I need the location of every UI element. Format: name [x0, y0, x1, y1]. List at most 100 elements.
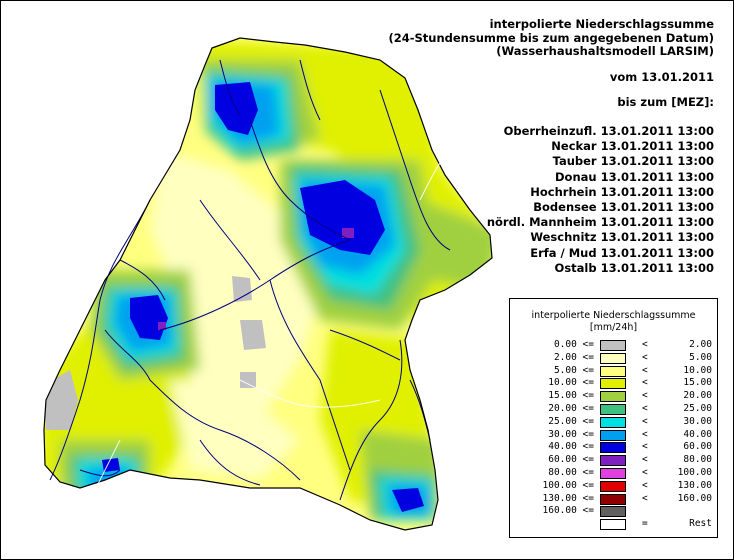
- legend-swatch: [600, 519, 626, 531]
- legend-operator: <: [642, 467, 648, 478]
- legend-operator: <: [642, 479, 648, 491]
- legend-swatch: [600, 352, 626, 364]
- legend-lower-bound: 80.00 <=: [548, 467, 594, 478]
- region-datetime: 13.01.2011 13:00: [600, 260, 714, 275]
- legend-operator: <: [642, 441, 648, 453]
- legend-operator: <: [642, 364, 648, 376]
- until-line: bis zum [MEZ]:: [617, 95, 714, 109]
- legend: interpolierte Niederschlagssumme [mm/24h…: [509, 298, 718, 538]
- region-row: Weschnitz 13.01.2011 13:00: [487, 230, 714, 245]
- legend-lower-bound: 0.00 <=: [553, 339, 594, 350]
- legend-lower-bound: 10.00 <=: [548, 377, 594, 389]
- legend-swatch: [600, 429, 626, 441]
- region-name: Weschnitz: [530, 230, 597, 245]
- legend-row: 2.00 <= <5.00: [510, 352, 717, 365]
- legend-swatch: [600, 365, 626, 377]
- region-row: Erfa / Mud 13.01.2011 13:00: [487, 246, 714, 261]
- region-name: nördl. Mannheim: [486, 215, 597, 230]
- legend-row: 80.00 <= <100.00: [510, 467, 717, 480]
- region-datetime: 13.01.2011 13:00: [600, 215, 714, 230]
- region-datetime: 13.01.2011 13:00: [600, 245, 714, 260]
- title-line-2: (24-Stundensumme bis zum angegebenen Dat…: [388, 30, 714, 45]
- legend-operator: <: [642, 339, 648, 350]
- region-name: Tauber: [552, 154, 597, 169]
- region-row: Neckar 13.01.2011 13:00: [487, 139, 714, 154]
- region-row: nördl. Mannheim 13.01.2011 13:00: [487, 215, 714, 230]
- legend-lower-bound: 25.00 <=: [548, 415, 594, 427]
- legend-operator: <: [642, 403, 648, 414]
- legend-row: 100.00 <= <130.00: [510, 480, 717, 493]
- legend-upper-bound: 80.00: [683, 454, 712, 466]
- legend-operator: <: [642, 390, 648, 402]
- region-name: Neckar: [551, 139, 597, 154]
- region-datetime: 13.01.2011 13:00: [600, 200, 714, 215]
- legend-upper-bound: 5.00: [689, 351, 712, 363]
- region-name: Oberrheinzufl.: [503, 124, 597, 138]
- legend-swatch: [600, 378, 626, 390]
- legend-operator: <: [642, 351, 648, 363]
- region-name: Donau: [555, 169, 597, 184]
- legend-row: 130.00 <= <160.00: [510, 493, 717, 506]
- legend-row: 20.00 <= <25.00: [510, 403, 717, 416]
- legend-upper-bound: 60.00: [683, 441, 712, 453]
- legend-lower-bound: 60.00 <=: [548, 454, 594, 466]
- legend-lower-bound: 40.00 <=: [548, 441, 594, 453]
- legend-lower-bound: 5.00 <=: [553, 364, 594, 376]
- legend-swatch: [600, 506, 626, 518]
- legend-lower-bound: 30.00 <=: [548, 428, 594, 440]
- legend-upper-bound: 100.00: [677, 467, 712, 478]
- legend-swatch: [600, 442, 626, 454]
- region-datetime: 13.01.2011 13:00: [600, 139, 714, 154]
- legend-row: 40.00 <= <60.00: [510, 441, 717, 454]
- basin-boundaries: [89, 149, 451, 501]
- legend-lower-bound: 100.00 <=: [542, 479, 594, 491]
- map-header: interpolierte Niederschlagssumme (24-Stu…: [388, 17, 714, 110]
- legend-operator: <: [642, 492, 648, 504]
- legend-swatch: [600, 416, 626, 428]
- region-datetime: 13.01.2011 13:00: [600, 230, 714, 245]
- region-row: Ostalb 13.01.2011 13:00: [487, 261, 714, 276]
- legend-row: 5.00 <= <10.00: [510, 365, 717, 378]
- legend-operator: =: [642, 518, 648, 530]
- legend-upper-bound: 10.00: [683, 364, 712, 376]
- legend-swatch: [600, 404, 626, 415]
- date-line: vom 13.01.2011: [609, 69, 714, 84]
- legend-unit: [mm/24h]: [589, 322, 638, 333]
- region-datetime: 13.01.2011 13:00: [600, 154, 714, 169]
- legend-operator: <: [642, 415, 648, 427]
- region-datetime: 13.01.2011 13:00: [600, 169, 714, 184]
- region-name: Hochrhein: [530, 184, 597, 199]
- legend-swatch: [600, 340, 626, 351]
- legend-operator: <: [642, 428, 648, 440]
- legend-row: 15.00 <= <20.00: [510, 390, 717, 403]
- region-row: Bodensee 13.01.2011 13:00: [487, 200, 714, 215]
- legend-upper-bound: 130.00: [677, 479, 712, 491]
- legend-lower-bound: 130.00 <=: [542, 492, 594, 504]
- state-border: [43, 37, 493, 531]
- legend-swatch: [600, 455, 626, 467]
- region-name: Erfa / Mud: [530, 245, 597, 260]
- legend-swatch: [600, 391, 626, 403]
- legend-row: 10.00 <= <15.00: [510, 377, 717, 390]
- legend-upper-bound: Rest: [689, 518, 712, 530]
- region-timestamps: Oberrheinzufl. 13.01.2011 13:00 Neckar 13…: [487, 124, 714, 276]
- legend-swatch: [600, 468, 626, 479]
- region-name: Bodensee: [533, 200, 597, 215]
- legend-row: 30.00 <= <40.00: [510, 429, 717, 442]
- legend-title-text: interpolierte Niederschlagssumme: [531, 310, 696, 321]
- legend-row: 0.00 <= <2.00: [510, 339, 717, 352]
- region-row: Oberrheinzufl. 13.01.2011 13:00: [487, 124, 714, 139]
- legend-upper-bound: 20.00: [683, 390, 712, 402]
- legend-lower-bound: 20.00 <=: [548, 403, 594, 414]
- legend-lower-bound: 15.00 <=: [548, 390, 594, 402]
- legend-swatch: [600, 493, 626, 505]
- region-datetime: 13.01.2011 13:00: [600, 124, 714, 138]
- region-datetime: 13.01.2011 13:00: [600, 184, 714, 199]
- legend-row: 160.00 <=: [510, 505, 717, 518]
- title-line-3: (Wasserhaushaltsmodell LARSIM): [496, 44, 714, 58]
- region-row: Hochrhein 13.01.2011 13:00: [487, 185, 714, 200]
- legend-upper-bound: 15.00: [683, 377, 712, 389]
- legend-row: 60.00 <= <80.00: [510, 454, 717, 467]
- legend-row: 25.00 <= <30.00: [510, 416, 717, 429]
